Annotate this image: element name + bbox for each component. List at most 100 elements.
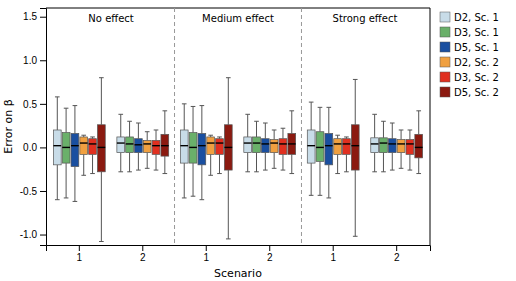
box-body (161, 134, 169, 156)
median (244, 142, 252, 143)
plot: -1.0-0.50.00.51.01.5121212No effectMediu… (20, 8, 431, 263)
cap-lower (154, 170, 159, 171)
whisker-lower (147, 153, 148, 169)
y-axis-line (40, 9, 47, 246)
whisker-lower (328, 165, 329, 198)
legend-swatch (440, 87, 450, 97)
panel-label: Medium effect (202, 13, 274, 24)
cap-upper (226, 77, 231, 78)
whisker-lower (101, 172, 102, 242)
cap-upper (90, 136, 95, 137)
legend-swatch (440, 42, 450, 52)
cap-lower (245, 171, 250, 172)
box-body (180, 130, 188, 163)
box (334, 135, 342, 173)
median (97, 147, 105, 148)
whisker-lower (282, 154, 283, 170)
cap-upper (408, 129, 413, 130)
cap-lower (272, 168, 277, 169)
box (224, 78, 232, 239)
median (216, 142, 224, 143)
cap-upper (64, 108, 69, 109)
box (53, 97, 61, 200)
median (270, 142, 278, 143)
legend-label: D5, Sc. 1 (454, 42, 499, 53)
cap-upper (272, 129, 277, 130)
x-tick-mark (333, 245, 334, 251)
median (143, 143, 151, 144)
whisker-lower (247, 153, 248, 172)
cap-upper (200, 105, 205, 106)
whisker-upper (74, 106, 75, 134)
cap-lower (416, 173, 421, 174)
chart: -1.0-0.50.00.51.01.5121212No effectMediu… (0, 0, 516, 281)
cap-lower (217, 173, 222, 174)
median (161, 145, 169, 146)
cap-lower (381, 171, 386, 172)
whisker-lower (311, 163, 312, 195)
whisker-lower (374, 153, 375, 172)
box (316, 107, 324, 195)
cap-lower (309, 195, 314, 196)
cap-upper (245, 114, 250, 115)
box (62, 108, 70, 198)
whisker-lower (418, 158, 419, 174)
legend-swatch (440, 57, 450, 67)
box (126, 121, 134, 172)
box-body (279, 139, 287, 155)
median (261, 143, 269, 144)
box (270, 130, 278, 168)
median (53, 145, 61, 146)
box-body (126, 137, 134, 153)
median (388, 143, 396, 144)
box (161, 111, 169, 174)
box (97, 78, 105, 242)
cap-lower (145, 168, 150, 169)
median (316, 147, 324, 148)
whisker-upper (66, 108, 67, 132)
y-tick: -0.5 (20, 186, 46, 197)
box-body (97, 125, 105, 172)
box-series (62, 106, 387, 197)
whisker-upper (129, 121, 130, 137)
cap-upper (163, 110, 168, 111)
median (71, 145, 79, 146)
box (80, 135, 88, 175)
whisker-lower (401, 153, 402, 169)
whisker-upper (147, 132, 148, 141)
box (89, 137, 97, 174)
cap-lower (64, 197, 69, 198)
cap-lower (90, 173, 95, 174)
box (135, 123, 143, 170)
cap-upper (372, 114, 377, 115)
x-tick-label: 1 (77, 252, 83, 263)
box-body (62, 133, 70, 163)
cap-lower (335, 173, 340, 174)
box (180, 104, 188, 198)
legend-swatch (440, 27, 450, 37)
y-tick: 0.0 (23, 142, 46, 153)
box-body (397, 140, 405, 153)
legend-swatch (440, 72, 450, 82)
whisker-upper (418, 111, 419, 135)
whisker-lower (57, 165, 58, 200)
whisker-upper (228, 78, 229, 125)
median (279, 143, 287, 144)
whisker-upper (311, 102, 312, 130)
box (388, 123, 396, 170)
cap-lower (163, 173, 168, 174)
box-body (270, 140, 278, 153)
cap-upper (99, 77, 104, 78)
whisker-lower (346, 154, 347, 171)
box-body (371, 138, 379, 153)
cap-lower (81, 175, 86, 176)
median (152, 145, 160, 146)
cap-upper (399, 129, 404, 130)
panel-divider (174, 8, 175, 245)
whisker-lower (66, 163, 67, 198)
box (143, 132, 151, 169)
y-tick-mark (40, 191, 46, 192)
cap-upper (326, 107, 331, 108)
box (325, 107, 333, 198)
whisker-lower (383, 153, 384, 172)
